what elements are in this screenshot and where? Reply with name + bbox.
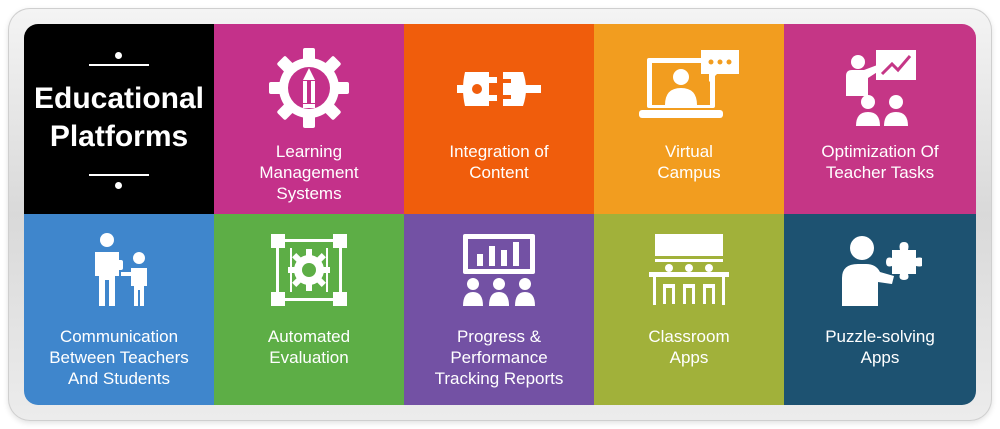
tile-communication-teachers-students: Communication Between Teachers And Stude… (24, 214, 214, 405)
tile-integration-of-content: Integration of Content (404, 24, 594, 214)
tile-progress-performance-reports: Progress & Performance Tracking Reports (404, 214, 594, 405)
tile-label: Classroom Apps (648, 327, 730, 367)
title-line-2: Platforms (49, 120, 189, 153)
plug-connector-icon (457, 64, 541, 114)
teacher-presentation-icon (838, 46, 922, 130)
gear-frame-icon (269, 232, 349, 308)
tile-label: Learning Management Systems (259, 142, 359, 203)
tile-label: Integration of Content (449, 142, 549, 182)
tile-label: Optimization Of Teacher Tasks (821, 142, 939, 182)
classroom-desks-icon (647, 232, 731, 308)
tile-puzzle-solving-apps: Puzzle-solving Apps (784, 214, 976, 405)
tile-classroom-apps: Classroom Apps (594, 214, 784, 405)
platforms-grid: Educational Platforms (24, 24, 976, 405)
tile-label: Virtual Campus (657, 142, 721, 182)
tile-virtual-campus: Virtual Campus (594, 24, 784, 214)
laptop-video-chat-icon (637, 48, 741, 122)
page-title: Educational Platforms (24, 80, 214, 156)
title-bottom-line (89, 174, 149, 176)
person-puzzle-icon (838, 232, 922, 308)
tile-label: Progress & Performance Tracking Reports (434, 327, 564, 388)
title-tile: Educational Platforms (24, 24, 214, 214)
title-bottom-dot (115, 182, 122, 189)
title-line-1: Educational (33, 82, 205, 115)
tile-optimization-of-teacher-tasks: Optimization Of Teacher Tasks (784, 24, 976, 214)
tile-learning-management-systems: Learning Management Systems (214, 24, 404, 214)
tile-automated-evaluation: Automated Evaluation (214, 214, 404, 405)
tile-label: Communication Between Teachers And Stude… (49, 327, 189, 388)
title-top-dot (115, 52, 122, 59)
gear-pencil-icon (267, 46, 351, 130)
teacher-student-icon (77, 232, 161, 308)
tile-label: Puzzle-solving Apps (825, 327, 935, 367)
tile-label: Automated Evaluation (267, 327, 351, 367)
chart-audience-icon (457, 232, 541, 308)
title-top-line (89, 64, 149, 66)
